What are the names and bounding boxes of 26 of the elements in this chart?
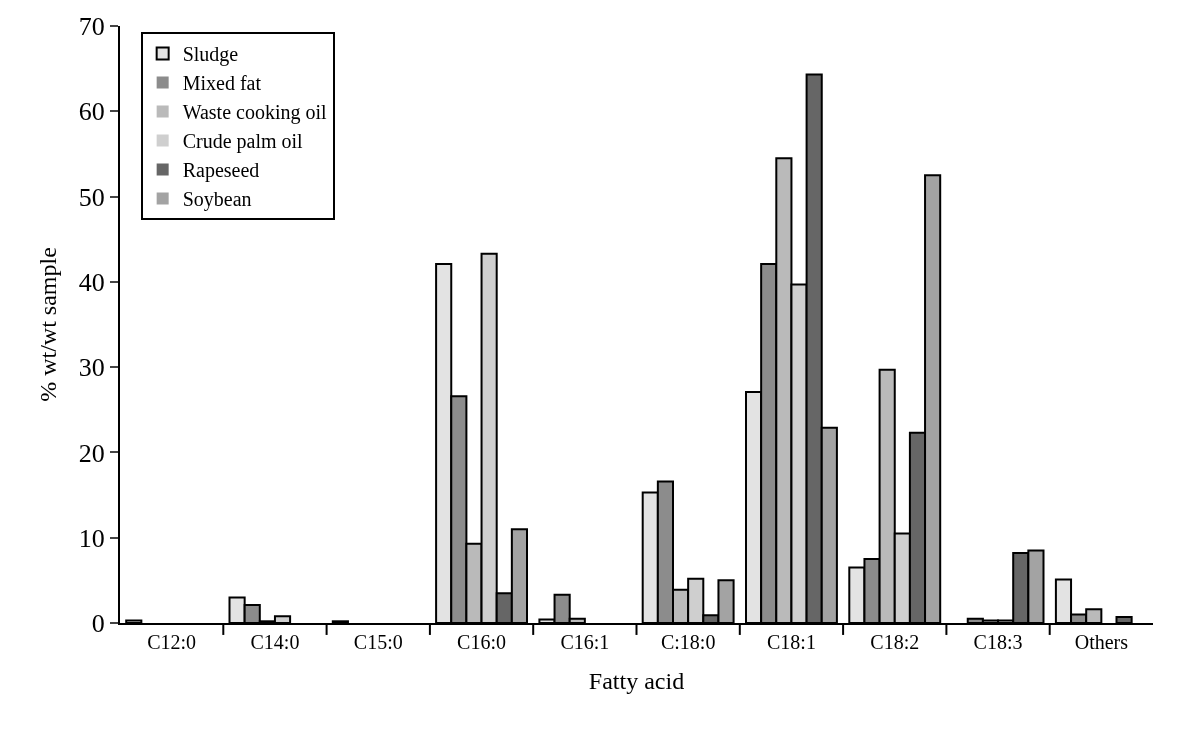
x-tick-label: C18:1 xyxy=(767,631,816,653)
legend-label: Mixed fat xyxy=(182,72,262,95)
x-axis-title: Fatty acid xyxy=(588,667,685,694)
y-axis-title: % wt/wt sample xyxy=(35,247,62,402)
x-tick-label: C18:2 xyxy=(870,631,920,653)
y-tick-label: 0 xyxy=(91,609,105,639)
legend-label: Rapeseed xyxy=(182,159,260,183)
legend-label: Crude palm oil xyxy=(182,130,304,154)
y-tick-label: 20 xyxy=(78,438,105,468)
legend-label: Soybean xyxy=(182,188,252,212)
x-tick-label: C15:0 xyxy=(353,631,403,653)
y-tick-label: 50 xyxy=(78,182,105,212)
x-tick-label: Others xyxy=(1074,631,1129,653)
x-tick-label: C14:0 xyxy=(250,631,300,653)
x-tick-label: C18:3 xyxy=(973,631,1023,653)
y-tick-label: 60 xyxy=(78,97,105,127)
y-tick-label: 30 xyxy=(78,353,105,383)
x-tick-label: C12:0 xyxy=(147,631,197,653)
x-tick-label: C:18:0 xyxy=(660,631,716,653)
y-tick-label: 40 xyxy=(78,267,105,297)
y-tick-label: 70 xyxy=(78,12,105,42)
legend-label: Sludge xyxy=(182,43,239,67)
y-tick-label: 10 xyxy=(78,523,105,553)
x-tick-label: C16:1 xyxy=(560,631,610,653)
legend-label: Waste cooking oil xyxy=(182,101,328,125)
x-tick-label: C16:0 xyxy=(457,631,506,653)
